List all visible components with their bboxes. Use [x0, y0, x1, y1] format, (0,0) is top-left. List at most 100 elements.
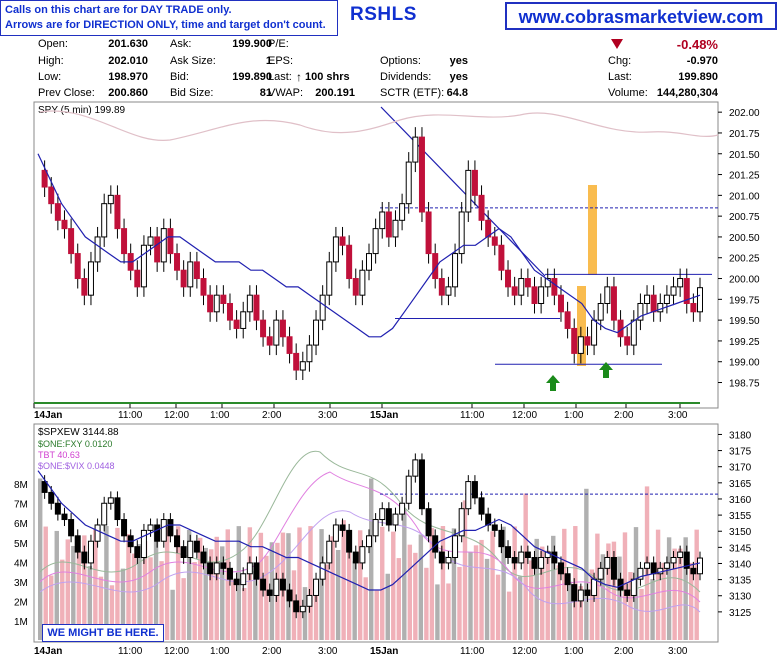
volume-bar: [473, 545, 479, 640]
candle-body: [246, 562, 253, 575]
prev-close-label: Prev Close:: [38, 87, 95, 99]
y-tick-label: 3160: [729, 495, 752, 506]
candle-body: [213, 294, 220, 313]
legend-vix: $ONE:$VIX 0.0448: [38, 461, 115, 471]
volume-bar: [661, 562, 666, 640]
volume-bar: [517, 576, 523, 640]
ask-size-value: 1: [265, 55, 272, 67]
volume-bar: [490, 531, 495, 640]
down-triangle-icon: [611, 39, 623, 49]
volume-bar: [49, 575, 54, 640]
y-tick-label: 3165: [729, 479, 752, 490]
volume-bar: [153, 532, 159, 640]
candle-body: [690, 302, 697, 313]
candle-body: [332, 236, 339, 263]
volume-tick-label: 7M: [14, 500, 28, 511]
x-tick-label: 11:00: [460, 646, 485, 657]
x-tick-label: 15Jan: [370, 646, 398, 657]
bottom-note: WE MIGHT BE HERE.: [42, 624, 164, 642]
vwap-label: VWAP:: [268, 87, 304, 99]
candle-body: [518, 278, 525, 296]
y-tick-label: 199.50: [729, 316, 760, 327]
spxew-title: $SPXEW 3144.88: [38, 427, 119, 438]
dividends-value: yes: [449, 71, 468, 83]
candle-body: [193, 540, 200, 553]
volume-bar: [142, 541, 148, 640]
candle-body: [279, 319, 286, 338]
y-tick-label: 3135: [729, 576, 752, 587]
x-tick-label: 11:00: [118, 410, 143, 421]
volume-bar: [479, 539, 484, 640]
volume-bar: [159, 561, 164, 640]
candle-body: [352, 278, 359, 296]
candle-body: [445, 286, 452, 296]
candle-body: [167, 228, 174, 255]
dividends-label: Dividends:: [380, 71, 432, 83]
candle-body: [637, 567, 644, 580]
volume-bar: [197, 537, 203, 640]
candle-body: [637, 302, 644, 321]
pe-label: P/E:: [268, 38, 289, 50]
ask-value: 199.900: [232, 38, 272, 50]
candle-body: [94, 236, 101, 263]
sctr-value: 64.8: [446, 87, 468, 99]
volume-bar: [131, 553, 137, 640]
candle-body: [544, 278, 551, 288]
x-tick-label: 2:00: [614, 410, 634, 421]
x-tick-label: 2:00: [262, 646, 282, 657]
candle-body: [253, 294, 260, 321]
candle-body: [114, 497, 121, 521]
x-tick-label: 3:00: [668, 646, 688, 657]
volume-bar: [523, 493, 528, 640]
candle-body: [551, 278, 558, 296]
candle-body: [61, 219, 68, 230]
volume-bar: [589, 569, 595, 640]
candle-body: [372, 228, 379, 255]
ask-size-label: Ask Size:: [170, 55, 216, 67]
candle-body: [293, 600, 300, 613]
volume-bar: [264, 555, 269, 640]
y-tick-label: 3150: [729, 527, 752, 538]
y-tick-label: 202.00: [729, 108, 760, 119]
candle-body: [677, 278, 684, 288]
spxew-moving-average: [37, 470, 701, 591]
candle-body: [352, 551, 359, 564]
y-tick-label: 201.00: [729, 191, 760, 202]
candle-body: [471, 169, 478, 196]
volume-bar: [556, 565, 561, 640]
candle-body: [174, 535, 181, 548]
site-banner[interactable]: www.cobrasmarketview.com: [505, 2, 777, 30]
x-tick-label: 1:00: [564, 410, 584, 421]
eps-label: EPS:: [268, 55, 294, 67]
volume-bar: [418, 534, 424, 640]
candle-body: [81, 551, 88, 564]
x-tick-label: 1:00: [210, 410, 230, 421]
bid-value: 199.890: [232, 71, 272, 83]
volume-bar: [424, 567, 429, 640]
candle-body: [491, 524, 498, 531]
candle-body: [260, 319, 267, 338]
vwap-value: 200.191: [315, 87, 355, 99]
volume-bar: [43, 526, 48, 640]
candle-body: [438, 278, 445, 296]
candle-body: [657, 302, 664, 313]
volume-bar: [209, 549, 214, 640]
volume-bar: [203, 547, 208, 640]
candle-body: [41, 481, 48, 493]
candle-body: [663, 294, 670, 304]
candle-body: [405, 475, 412, 504]
candle-body: [564, 573, 571, 586]
candle-body: [94, 524, 101, 542]
candle-body: [266, 336, 273, 346]
volume-bar: [385, 573, 390, 640]
x-tick-label: 1:00: [564, 646, 584, 657]
volume-bar: [335, 549, 341, 640]
candle-body: [610, 286, 617, 321]
volume-bar: [694, 529, 699, 640]
candle-body: [207, 294, 214, 313]
candle-body: [306, 594, 313, 607]
legend-fxy: $ONE:FXY 0.0120: [38, 439, 112, 449]
x-tick-label: 2:00: [262, 410, 282, 421]
volume-bar: [319, 529, 324, 640]
up-arrow-icon: [546, 375, 560, 391]
